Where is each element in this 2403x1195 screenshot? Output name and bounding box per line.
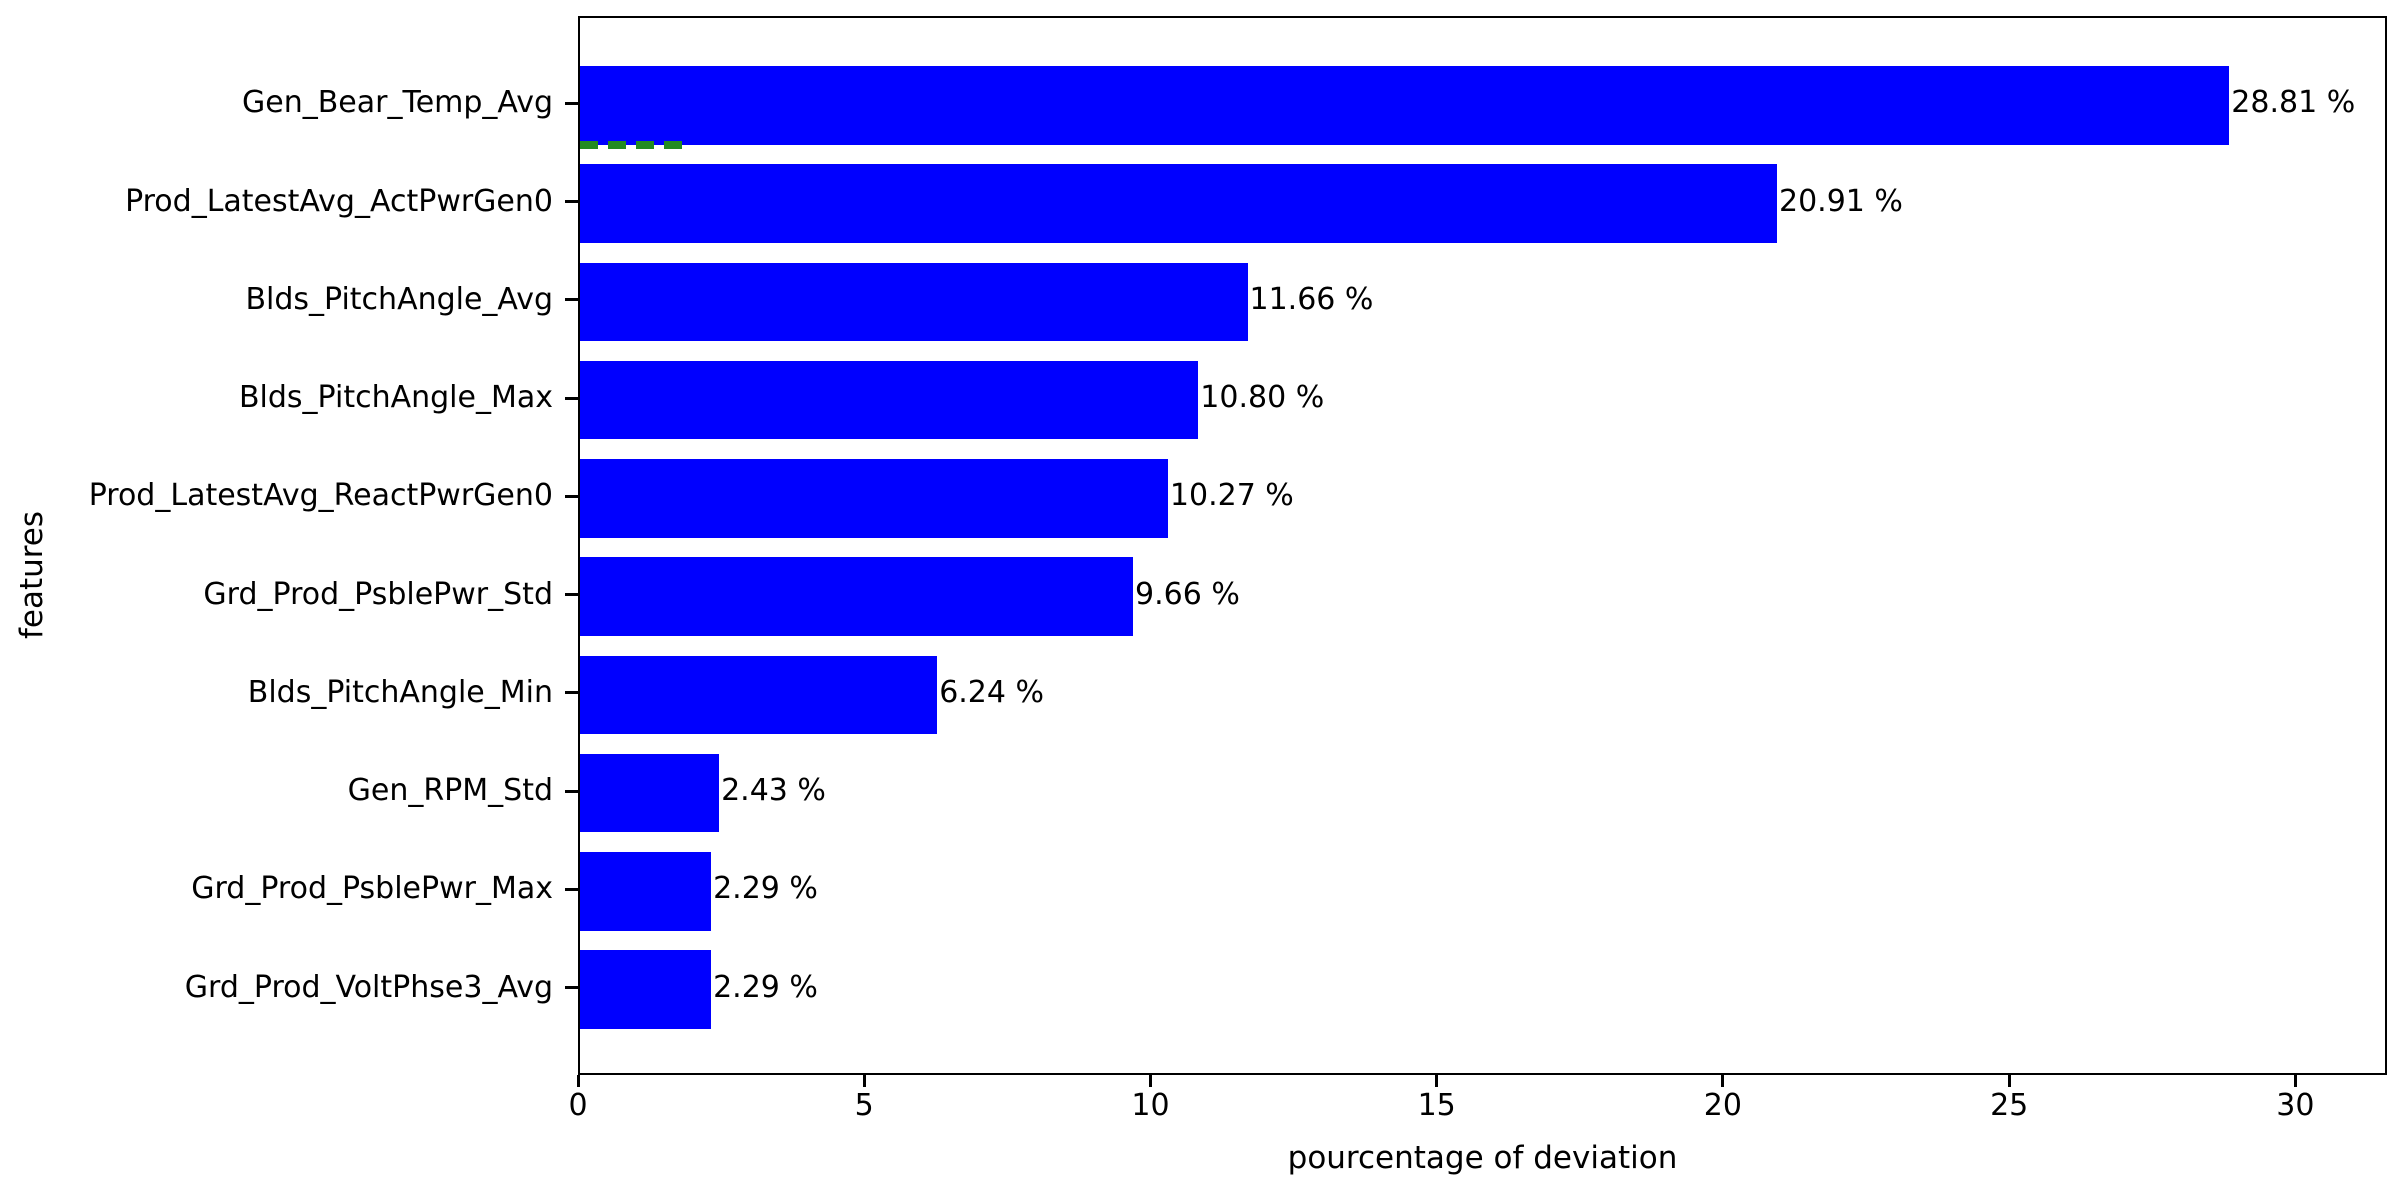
category-label: Blds_PitchAngle_Max [238,380,553,416]
category-label: Prod_LatestAvg_ActPwrGen0 [125,183,553,219]
bar [580,459,1168,538]
category-label: Blds_PitchAngle_Avg [245,281,553,317]
bar-value-label: 2.43 % [721,773,826,809]
y-tick-mark [565,200,578,204]
plot-area [578,16,2387,1075]
bar [580,66,2230,145]
y-tick-mark [565,396,578,400]
bar-value-label: 28.81 % [2231,85,2356,121]
x-tick-label: 5 [854,1088,874,1123]
bar-value-label: 20.91 % [1779,183,1903,219]
category-label: Grd_Prod_PsblePwr_Std [203,576,553,612]
y-tick-mark [565,593,578,597]
x-tick-label: 30 [2276,1088,2315,1123]
bar-value-label: 10.80 % [1200,380,1325,416]
bar-value-label: 2.29 % [713,969,818,1005]
x-tick-mark [1721,1075,1725,1087]
x-tick-label: 25 [1990,1088,2029,1123]
bar [580,360,1199,440]
category-label: Grd_Prod_PsblePwr_Max [191,871,553,907]
y-tick-mark [565,986,578,990]
category-label: Gen_RPM_Std [347,773,553,809]
bar [580,655,938,735]
category-label: Prod_LatestAvg_ReactPwrGen0 [88,478,553,514]
x-tick-mark [576,1075,580,1087]
bar [580,950,712,1029]
x-tick-label: 10 [1131,1088,1170,1123]
bar [580,753,720,833]
x-tick-mark [1435,1075,1439,1087]
bar [580,164,1777,243]
bar-value-label: 10.27 % [1169,478,1294,514]
x-tick-mark [2293,1075,2297,1087]
bar-value-label: 2.29 % [713,871,818,907]
bar [580,262,1248,342]
x-tick-label: 15 [1417,1088,1456,1123]
category-label: Gen_Bear_Temp_Avg [242,85,553,121]
x-tick-mark [1149,1075,1152,1087]
threshold-dashed-line [580,140,689,149]
bar [580,852,712,931]
y-tick-mark [565,691,578,695]
bar-value-label: 9.66 % [1135,576,1240,612]
x-tick-label: 0 [568,1088,588,1123]
category-label: Grd_Prod_VoltPhse3_Avg [184,969,553,1005]
bar-value-label: 6.24 % [939,674,1045,710]
x-tick-mark [2007,1075,2011,1087]
x-tick-label: 20 [1703,1088,1742,1123]
bars-layer [580,18,2385,1073]
category-label: Blds_PitchAngle_Min [247,674,553,710]
x-tick-mark [862,1075,866,1087]
y-tick-mark [565,887,578,891]
y-tick-mark [565,494,578,498]
y-tick-mark [565,298,578,302]
annotation-layer [580,18,2385,1073]
y-tick-mark [565,789,578,793]
y-tick-mark [565,101,578,105]
bar-value-label: 11.66 % [1249,281,1374,317]
bar [580,557,1133,636]
x-axis-title: pourcentage of deviation [1287,1140,1678,1176]
